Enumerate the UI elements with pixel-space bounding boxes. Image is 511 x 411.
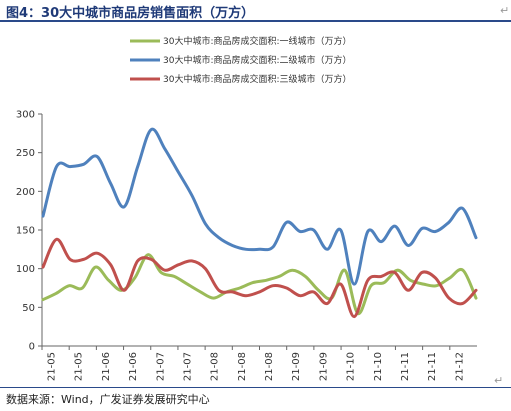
y-tick-label: 0 (29, 342, 35, 353)
legend-label-3: 30大中城市:商品房成交面积:三级城市（万方） (163, 73, 352, 85)
x-tick-label: 21-05 (74, 352, 85, 381)
series-line-tier2 (41, 127, 478, 286)
source-note: 数据来源：Wind，广发证券发展研究中心 (6, 393, 210, 406)
y-tick-label: 300 (16, 110, 35, 121)
series-line-tier1 (41, 253, 478, 316)
legend-label-1: 30大中城市:商品房成交面积:一线城市（万方） (163, 35, 352, 47)
x-tick-label: 21-06 (128, 352, 139, 381)
x-tick-label: 21-09 (318, 352, 329, 381)
x-tick-label: 21-07 (182, 352, 193, 381)
x-tick-label: 21-09 (291, 352, 302, 381)
y-tick-label: 250 (16, 148, 35, 159)
y-tick-label: 50 (22, 303, 35, 314)
x-tick-label: 21-08 (210, 352, 221, 381)
x-tick-label: 21-10 (373, 352, 384, 381)
y-tick-label: 150 (16, 226, 35, 237)
x-tick-label: 21-05 (47, 352, 58, 381)
x-tick-label: 21-08 (237, 352, 248, 381)
x-tick-label: 21-06 (101, 352, 112, 381)
paragraph-mark-icon: ↵ (494, 374, 504, 387)
x-tick-label: 21-07 (155, 352, 166, 381)
chart-series-layer (41, 127, 478, 319)
legend-label-2: 30大中城市:商品房成交面积:二级城市（万方） (163, 54, 352, 66)
chart-axes: 0 50 100 150 200 250 300 21-05 21-05 21-06 21-06 21… (16, 110, 477, 381)
line-chart: 30大中城市:商品房成交面积:一线城市（万方） 30大中城市:商品房成交面积:二级… (16, 35, 478, 381)
footer-divider (0, 387, 511, 388)
paragraph-mark-icon: ↵ (500, 4, 510, 17)
chart-legend: 30大中城市:商品房成交面积:一线城市（万方） 30大中城市:商品房成交面积:二级… (130, 35, 352, 85)
x-tick-label: 21-08 (264, 352, 275, 381)
page-title: 图4：30大中城市商品房销售面积（万方） (6, 6, 255, 21)
title-bar: 图4：30大中城市商品房销售面积（万方） (0, 0, 511, 22)
x-tick-label: 21-11 (400, 352, 411, 381)
x-tick-label: 21-12 (454, 352, 465, 381)
y-tick-label: 100 (16, 264, 35, 275)
x-tick-label: 21-11 (427, 352, 438, 381)
y-tick-label: 200 (16, 187, 35, 198)
series-line-tier3 (41, 237, 478, 319)
x-tick-label: 21-10 (346, 352, 357, 381)
